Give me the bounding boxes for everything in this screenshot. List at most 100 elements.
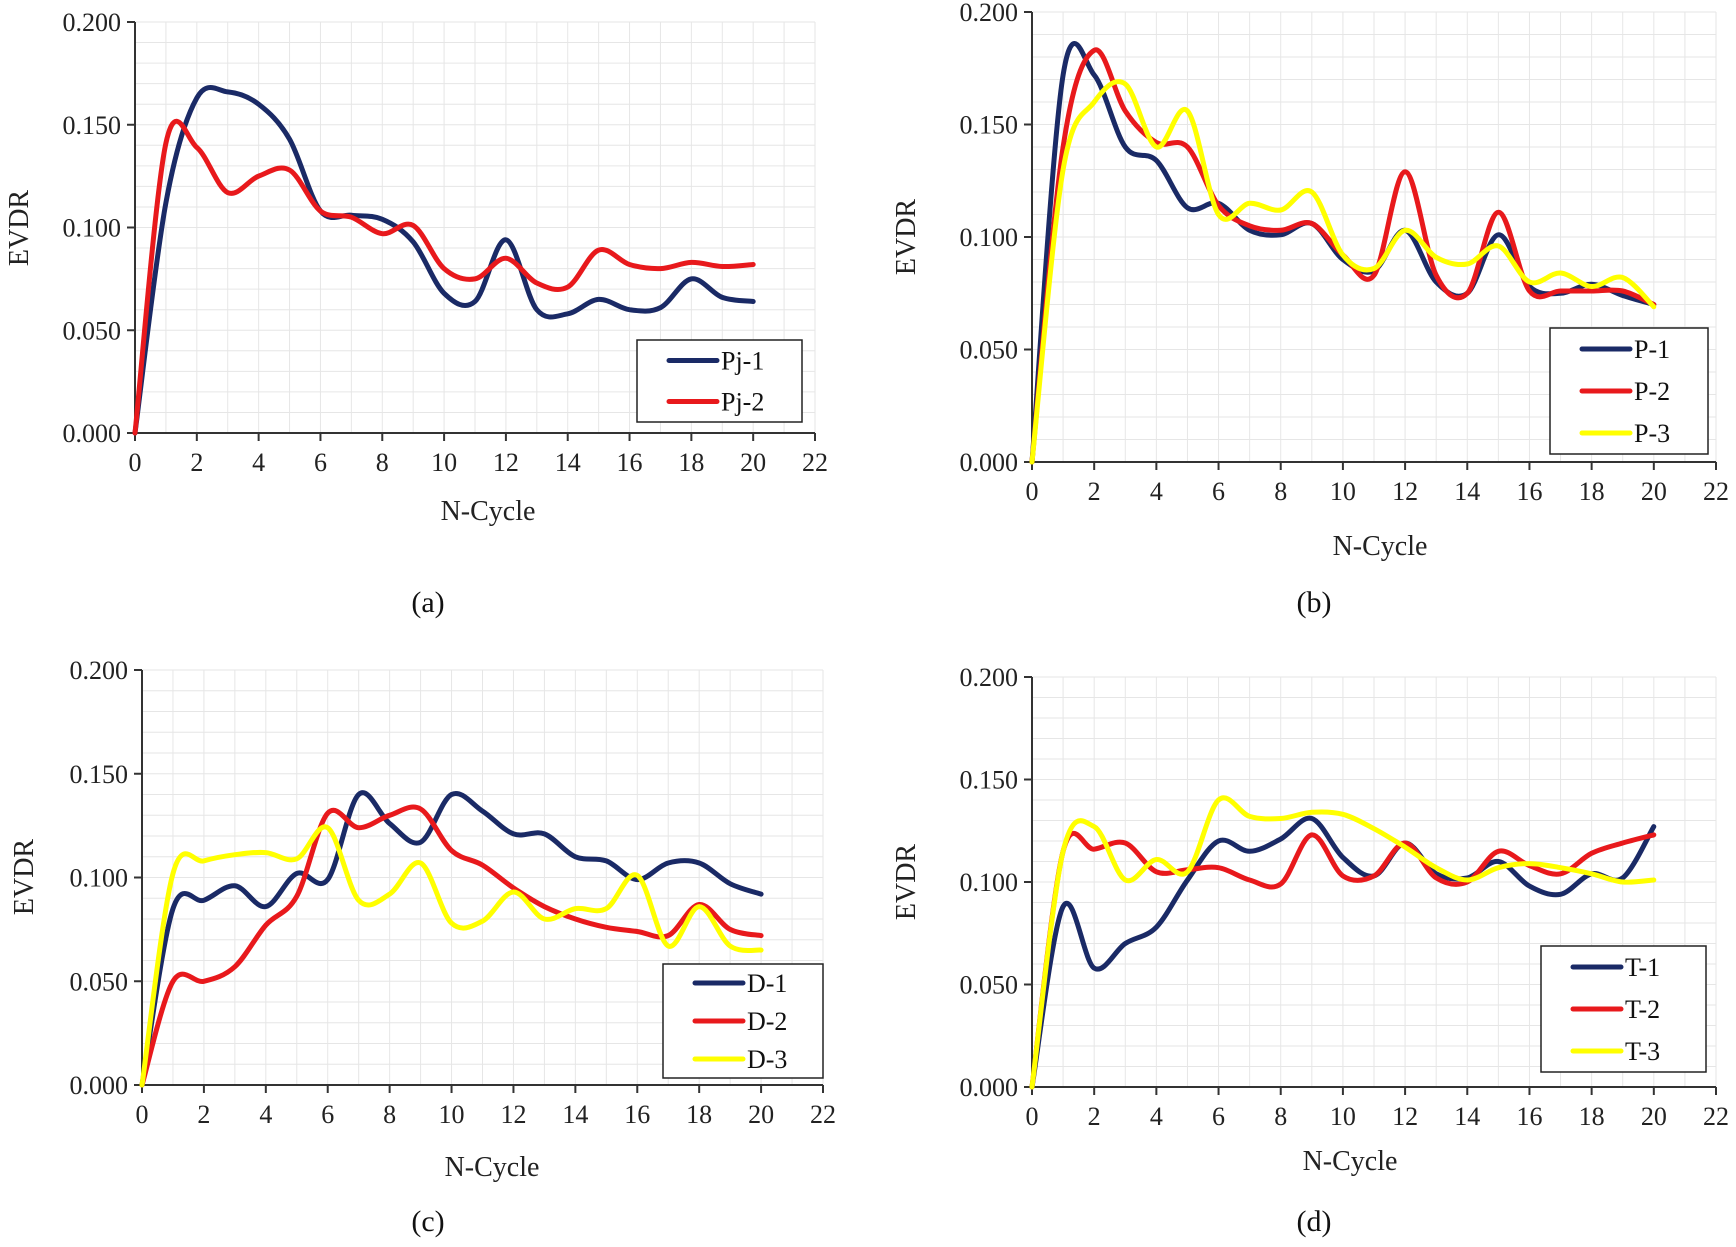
- x-tick-label: 10: [1330, 477, 1356, 506]
- x-tick-label: 0: [129, 448, 142, 477]
- series-line-t-1: [1029, 815, 1657, 1090]
- y-axis-title: EVDR: [4, 190, 35, 267]
- legend: T-1 T-2 T-3: [1540, 945, 1707, 1073]
- legend-label: D-3: [747, 1045, 787, 1074]
- series-line-pj-2: [132, 118, 756, 436]
- x-tick-label: 0: [136, 1100, 149, 1129]
- legend-label: T-3: [1625, 1037, 1660, 1066]
- legend-box: [636, 339, 803, 423]
- y-tick-label: 0.100: [70, 864, 129, 893]
- x-tick-label: 14: [1454, 477, 1480, 506]
- x-tick-label: 4: [1150, 1102, 1163, 1131]
- y-tick-label: 0.000: [70, 1071, 129, 1100]
- x-tick-label: 10: [1330, 1102, 1356, 1131]
- x-axis-title: N-Cycle: [1333, 531, 1428, 562]
- x-tick-label: 8: [1274, 477, 1287, 506]
- x-tick-label: 12: [1392, 477, 1418, 506]
- x-tick-label: 4: [1150, 477, 1163, 506]
- legend-label: Pj-1: [721, 347, 764, 376]
- y-tick-label: 0.050: [960, 971, 1019, 1000]
- legend: Pj-1 Pj-2: [636, 339, 803, 423]
- x-tick-label: 12: [1392, 1102, 1418, 1131]
- y-tick-label: 0.200: [70, 656, 129, 685]
- series-line-t-3: [1029, 795, 1657, 1090]
- x-axis-title: N-Cycle: [441, 496, 536, 527]
- x-tick-label: 16: [1516, 477, 1542, 506]
- y-tick-label: 0.000: [960, 448, 1019, 477]
- legend-label: D-2: [747, 1007, 787, 1036]
- legend-label: T-2: [1625, 995, 1660, 1024]
- x-tick-label: 14: [555, 448, 581, 477]
- x-tick-label: 22: [1703, 1102, 1729, 1131]
- series-line-d-3: [139, 824, 764, 1088]
- y-tick-label: 0.100: [960, 223, 1019, 252]
- x-tick-label: 0: [1026, 477, 1039, 506]
- chart-panel-b: 0 2 4 6 8 10 12 14 16 18 20 22 0.000 0.050 0.100 0.150 0…: [891, 0, 1729, 619]
- x-axis-title: N-Cycle: [445, 1152, 540, 1183]
- x-tick-label: 18: [1579, 477, 1605, 506]
- x-tick-label: 6: [321, 1100, 334, 1129]
- y-axis-title: EVDR: [891, 199, 922, 276]
- x-tick-label: 2: [1088, 1102, 1101, 1131]
- x-tick-label: 18: [678, 448, 704, 477]
- y-tick-label: 0.100: [960, 868, 1019, 897]
- x-tick-label: 2: [1088, 477, 1101, 506]
- y-tick-label: 0.000: [63, 419, 122, 448]
- series-line-d-1: [139, 790, 764, 1088]
- x-tick-label: 0: [1026, 1102, 1039, 1131]
- y-tick-label: 0.150: [960, 111, 1019, 140]
- x-tick-label: 6: [1212, 1102, 1225, 1131]
- legend-label: P-2: [1634, 377, 1670, 406]
- x-tick-label: 10: [431, 448, 457, 477]
- x-tick-label: 18: [1579, 1102, 1605, 1131]
- y-tick-label: 0.050: [960, 336, 1019, 365]
- series-line-d-2: [139, 804, 764, 1088]
- x-tick-label: 22: [1703, 477, 1729, 506]
- x-axis-title: N-Cycle: [1303, 1146, 1398, 1177]
- panel-caption: (c): [411, 1205, 444, 1238]
- y-tick-label: 0.200: [63, 8, 122, 37]
- x-tick-label: 12: [500, 1100, 526, 1129]
- x-tick-label: 16: [624, 1100, 650, 1129]
- x-tick-label: 6: [1212, 477, 1225, 506]
- x-tick-label: 6: [314, 448, 327, 477]
- y-tick-label: 0.200: [960, 663, 1019, 692]
- x-tick-label: 20: [1641, 1102, 1667, 1131]
- legend-label: Pj-2: [721, 388, 764, 417]
- x-tick-label: 2: [190, 448, 203, 477]
- x-tick-label: 20: [740, 448, 766, 477]
- x-tick-label: 4: [259, 1100, 272, 1129]
- x-tick-label: 12: [493, 448, 519, 477]
- y-tick-label: 0.150: [960, 766, 1019, 795]
- y-tick-label: 0.000: [960, 1073, 1019, 1102]
- chart-panel-a: 0 2 4 6 8 10 12 14 16 18 20 22 0.000 0.050 0.100 0.150 0…: [4, 8, 828, 619]
- x-tick-label: 8: [376, 448, 389, 477]
- y-tick-label: 0.150: [63, 111, 122, 140]
- y-axis-title: EVDR: [9, 839, 40, 916]
- x-tick-label: 18: [686, 1100, 712, 1129]
- x-tick-label: 20: [1641, 477, 1667, 506]
- x-tick-label: 4: [252, 448, 265, 477]
- chart-panel-c: 0 2 4 6 8 10 12 14 16 18 20 22 0.000 0.050 0.100 0.150 0…: [9, 656, 836, 1238]
- x-tick-label: 16: [617, 448, 643, 477]
- series-line-p-2: [1029, 47, 1657, 465]
- x-tick-label: 8: [383, 1100, 396, 1129]
- x-tick-label: 8: [1274, 1102, 1287, 1131]
- x-tick-label: 22: [810, 1100, 836, 1129]
- x-tick-label: 14: [562, 1100, 588, 1129]
- y-tick-label: 0.150: [70, 760, 129, 789]
- y-axis-title: EVDR: [891, 844, 922, 921]
- series-line-t-2: [1029, 831, 1657, 1090]
- legend-label: T-1: [1625, 953, 1660, 982]
- y-tick-label: 0.050: [63, 316, 122, 345]
- y-tick-label: 0.050: [70, 967, 129, 996]
- panel-caption: (b): [1297, 586, 1332, 619]
- legend-label: P-1: [1634, 335, 1670, 364]
- series-line-pj-1: [132, 85, 756, 436]
- chart-panel-d: 0 2 4 6 8 10 12 14 16 18 20 22 0.000 0.050 0.100 0.150 0…: [891, 663, 1729, 1238]
- series-line-p-3: [1029, 79, 1657, 465]
- panel-caption: (a): [411, 586, 444, 619]
- x-tick-label: 14: [1454, 1102, 1480, 1131]
- legend-label: P-3: [1634, 419, 1670, 448]
